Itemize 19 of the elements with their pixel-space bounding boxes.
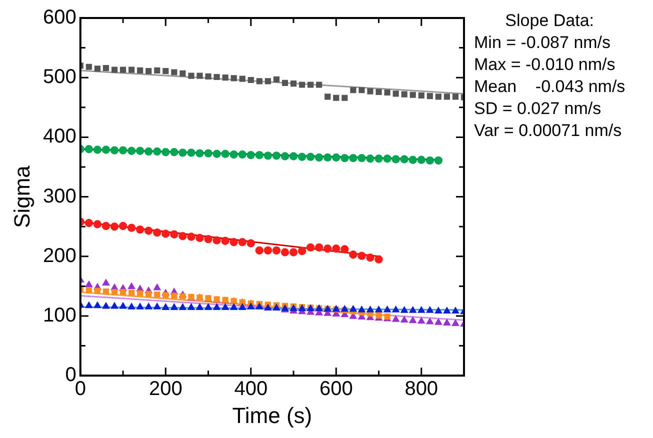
text: Max = -0.010 nm/s (474, 54, 616, 76)
y-axis-title: Sigma (9, 164, 34, 228)
text: Min = -0.087 nm/s (474, 32, 612, 54)
y-tick-label: 600 (43, 6, 76, 29)
text: Mean -0.043 nm/s (474, 76, 626, 98)
x-axis-title: Time (s) (232, 402, 312, 428)
y-tick-label: 400 (43, 126, 76, 148)
x-tick-label: 600 (319, 378, 353, 400)
text: SD = 0.027 nm/s (474, 98, 602, 120)
y-tick-label: 100 (43, 304, 76, 327)
x-tick-label: 400 (234, 378, 268, 400)
y-tick-label: 200 (43, 244, 76, 267)
y-tick-label: 500 (43, 66, 76, 88)
x-tick-label: 800 (404, 378, 438, 400)
text: Var = 0.00071 nm/s (474, 120, 623, 142)
y-tick-label: 300 (43, 185, 76, 208)
y-tick-label: 0 (65, 364, 76, 386)
x-tick-label: 200 (148, 378, 182, 400)
text: Slope Data: (504, 10, 596, 32)
